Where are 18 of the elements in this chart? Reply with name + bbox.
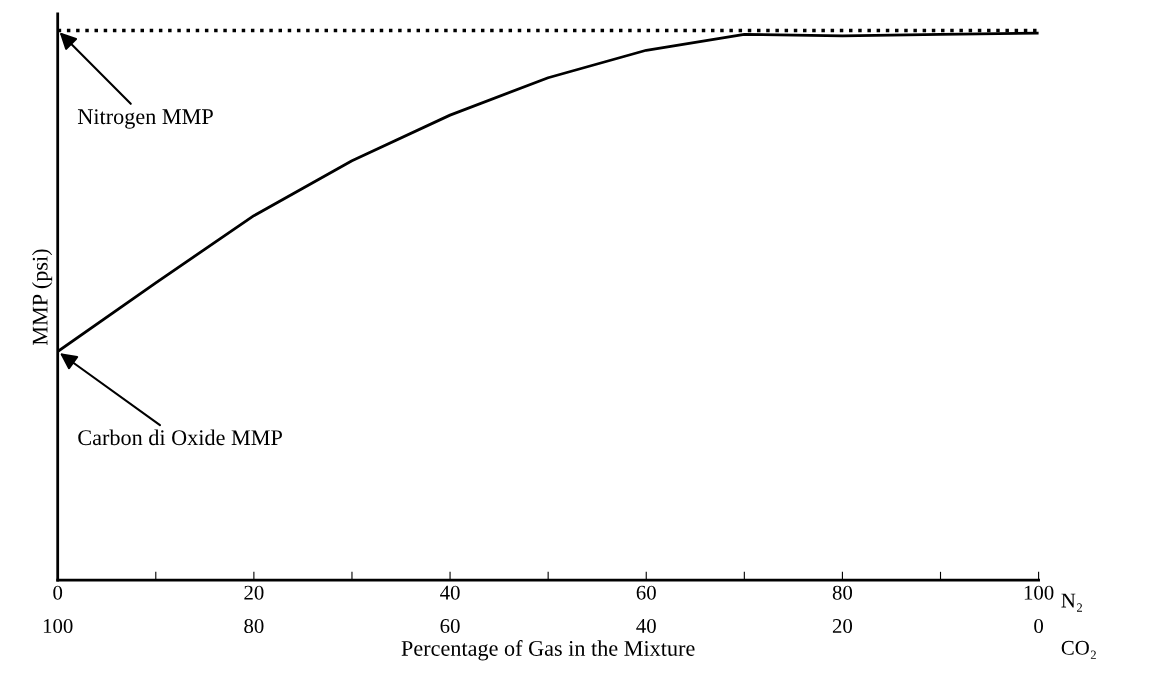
x-tick-label: 100 — [1024, 585, 1054, 600]
x-tick-label: 20 — [244, 585, 264, 600]
x-tick-label: 0 — [53, 585, 63, 600]
x-tick-label: 80 — [832, 585, 853, 600]
x2-tick-label: 20 — [832, 618, 853, 634]
x-tick-label: 60 — [636, 585, 656, 600]
x2-tick-label: 0 — [1034, 618, 1044, 634]
annotation: Nitrogen MMP — [77, 109, 213, 129]
text: CO₂ — [1061, 640, 1096, 659]
x2-tick-label: 80 — [244, 618, 264, 634]
x2-tick-label: 60 — [440, 618, 460, 634]
annotation: Carbon di Oxide MMP — [78, 429, 282, 446]
x2-tick-label: 100 — [43, 618, 73, 634]
text: N₂ — [1061, 593, 1082, 612]
x-axis-title: Percentage of Gas in the Mixture — [401, 640, 695, 661]
x2-tick-label: 40 — [636, 618, 656, 634]
y-axis-title: MMP (psi) — [31, 249, 53, 346]
x-tick-label: 40 — [440, 585, 460, 600]
